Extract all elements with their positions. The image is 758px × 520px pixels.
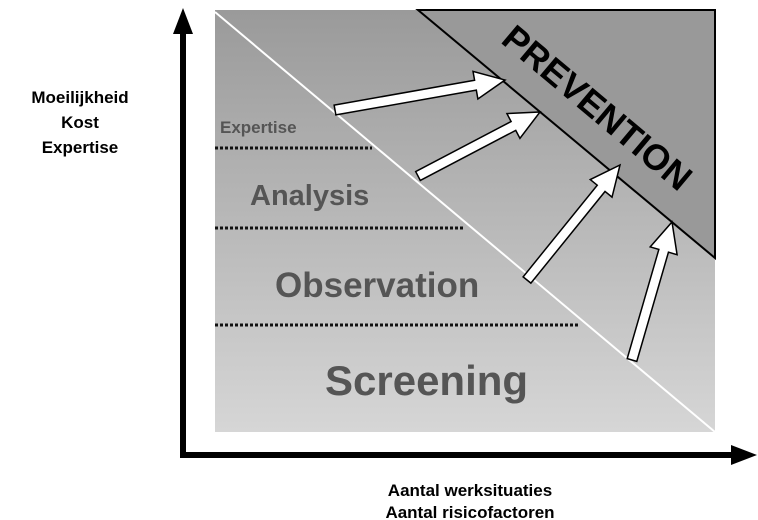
level-label: Screening <box>325 357 528 404</box>
level-label: Analysis <box>250 180 369 212</box>
arrow <box>522 163 622 285</box>
arrows <box>333 70 679 363</box>
arrow <box>626 220 679 363</box>
arrow <box>333 70 507 116</box>
level-label: Observation <box>275 266 479 305</box>
diagonal <box>214 11 716 433</box>
prevention-zone <box>415 9 716 261</box>
y-label: Kost <box>61 113 99 132</box>
level-label: Expertise <box>220 118 297 137</box>
arrow <box>414 111 542 182</box>
y-label: Expertise <box>42 138 119 157</box>
dividers <box>215 146 580 327</box>
x-label: Aantal werksituaties <box>388 481 552 500</box>
y-label: Moeilijkheid <box>31 88 128 107</box>
x-label: Aantal risicofactoren <box>385 503 554 520</box>
y-axis-head <box>173 8 193 34</box>
x-axis-head <box>731 445 757 465</box>
